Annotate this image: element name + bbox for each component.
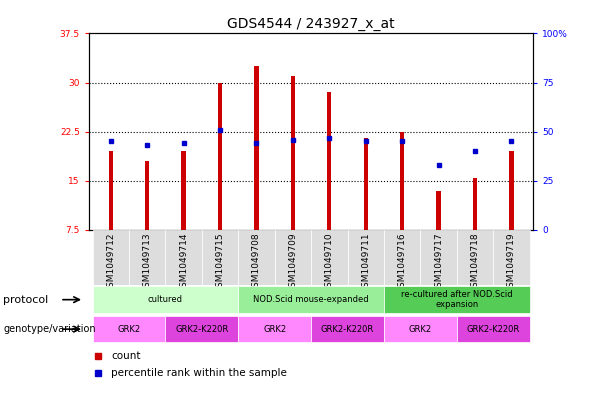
FancyBboxPatch shape [493,230,530,285]
Bar [473,178,477,230]
Text: re-cultured after NOD.Scid
expansion: re-cultured after NOD.Scid expansion [401,290,512,309]
Text: GSM1049710: GSM1049710 [325,233,334,293]
Text: percentile rank within the sample: percentile rank within the sample [111,368,287,378]
Text: GSM1049716: GSM1049716 [398,233,406,293]
Text: NOD.Scid mouse-expanded: NOD.Scid mouse-expanded [253,295,369,304]
Text: GRK2-K220R: GRK2-K220R [466,325,520,334]
Text: GSM1049712: GSM1049712 [106,233,115,293]
Bar [145,161,150,230]
FancyBboxPatch shape [384,286,530,313]
Bar [218,83,222,230]
Bar [436,191,441,230]
Bar [327,92,332,230]
Bar [364,138,368,230]
Bar [509,151,514,230]
FancyBboxPatch shape [238,230,275,285]
FancyBboxPatch shape [384,316,457,342]
FancyBboxPatch shape [166,316,238,342]
FancyBboxPatch shape [93,230,129,285]
Text: GRK2: GRK2 [409,325,432,334]
Text: GSM1049714: GSM1049714 [179,233,188,293]
FancyBboxPatch shape [93,286,238,313]
Bar [109,151,113,230]
FancyBboxPatch shape [238,316,311,342]
Text: GSM1049715: GSM1049715 [216,233,224,293]
Text: GSM1049717: GSM1049717 [434,233,443,293]
Text: GRK2: GRK2 [118,325,140,334]
FancyBboxPatch shape [311,316,384,342]
Bar [400,132,405,230]
FancyBboxPatch shape [129,230,166,285]
Text: GRK2-K220R: GRK2-K220R [175,325,229,334]
Text: GSM1049719: GSM1049719 [507,233,516,293]
FancyBboxPatch shape [166,230,202,285]
Text: genotype/variation: genotype/variation [3,324,96,334]
Text: GSM1049713: GSM1049713 [143,233,151,293]
Text: count: count [111,351,140,361]
Text: protocol: protocol [3,295,48,305]
FancyBboxPatch shape [421,230,457,285]
Bar [254,66,259,230]
FancyBboxPatch shape [93,316,166,342]
FancyBboxPatch shape [457,230,493,285]
FancyBboxPatch shape [311,230,348,285]
Text: GSM1049708: GSM1049708 [252,233,261,293]
Text: GSM1049709: GSM1049709 [288,233,297,293]
Title: GDS4544 / 243927_x_at: GDS4544 / 243927_x_at [227,17,395,31]
FancyBboxPatch shape [384,230,421,285]
Text: GRK2: GRK2 [263,325,286,334]
FancyBboxPatch shape [275,230,311,285]
Text: GSM1049711: GSM1049711 [361,233,370,293]
Bar [291,76,295,230]
FancyBboxPatch shape [202,230,238,285]
Text: GSM1049718: GSM1049718 [471,233,479,293]
FancyBboxPatch shape [238,286,384,313]
FancyBboxPatch shape [348,230,384,285]
FancyBboxPatch shape [457,316,530,342]
Text: GRK2-K220R: GRK2-K220R [321,325,374,334]
Text: cultured: cultured [148,295,183,304]
Bar [181,151,186,230]
